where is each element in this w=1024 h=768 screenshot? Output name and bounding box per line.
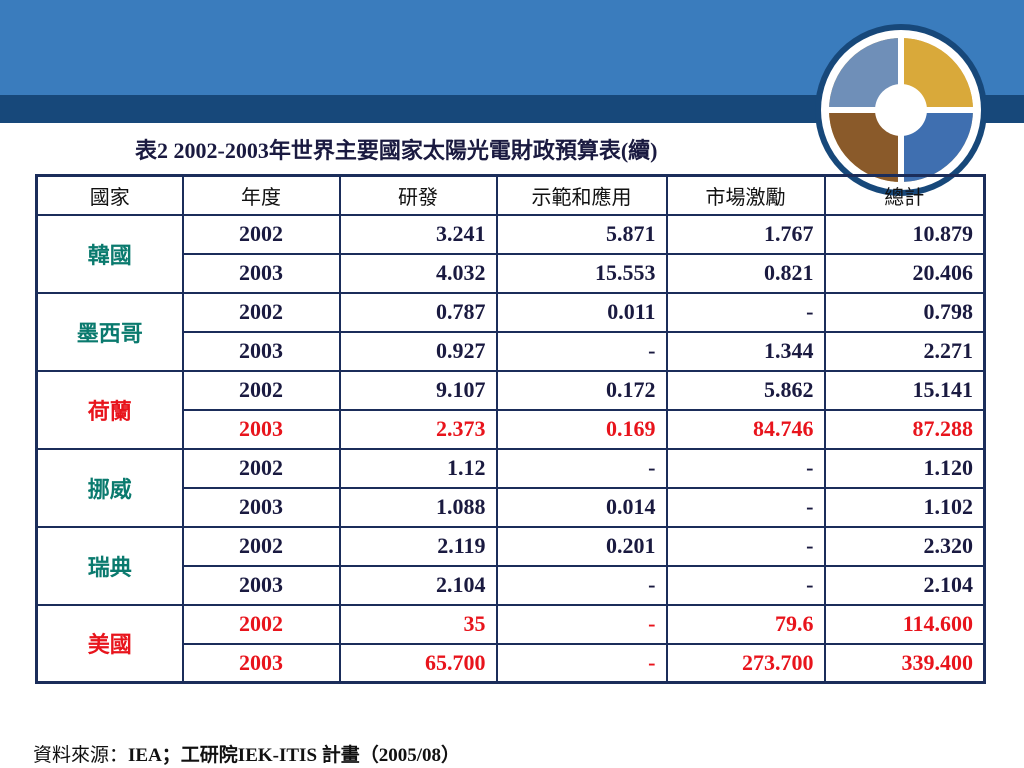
- total-cell: 339.400: [823, 642, 986, 684]
- market-cell: 5.862: [665, 369, 826, 411]
- total-cell: 0.798: [823, 291, 986, 333]
- table-row: 2003 0.927-1.344 2.271: [37, 330, 986, 372]
- rd-cell: 9.107: [338, 369, 498, 411]
- market-cell: 79.6: [665, 603, 826, 645]
- market-cell: -: [665, 447, 826, 489]
- rd-cell: 2.104: [338, 564, 498, 606]
- total-cell: 87.288: [823, 408, 986, 450]
- demo-cell: -: [495, 564, 668, 606]
- year-cell: 2003: [181, 486, 341, 528]
- market-cell: 273.700: [665, 642, 826, 684]
- rd-cell: 1.12: [338, 447, 498, 489]
- header-total: 總計: [823, 174, 986, 216]
- rd-cell: 35: [338, 603, 498, 645]
- demo-cell: -: [495, 447, 668, 489]
- market-cell: -: [665, 291, 826, 333]
- table-row: 2003 65.700-273.700 339.400: [37, 642, 986, 684]
- demo-cell: 0.169: [495, 408, 668, 450]
- rd-cell: 4.032: [338, 252, 498, 294]
- table-row: 2003 2.104- -2.104: [37, 564, 986, 606]
- budget-table: 國家 年度 研發 示範和應用 市場激勵 總計 韓國 2002 3.241 5.871 1…: [35, 174, 986, 684]
- country-cell: 韓國: [35, 213, 184, 294]
- year-cell: 2003: [181, 564, 341, 606]
- demo-cell: -: [495, 642, 668, 684]
- total-cell: 2.320: [823, 525, 986, 567]
- demo-cell: 0.201: [495, 525, 668, 567]
- year-cell: 2002: [181, 213, 341, 255]
- header-market: 市場激勵: [665, 174, 826, 216]
- year-cell: 2002: [181, 525, 341, 567]
- market-cell: -: [665, 486, 826, 528]
- rd-cell: 1.088: [338, 486, 498, 528]
- table-row: 2003 2.373 0.169 84.746 87.288: [37, 408, 986, 450]
- year-cell: 2003: [181, 330, 341, 372]
- demo-cell: -: [495, 330, 668, 372]
- header-demo: 示範和應用: [495, 174, 668, 216]
- rd-cell: 2.373: [338, 408, 498, 450]
- slide-title: 表2 2002-2003年世界主要國家太陽光電財政預算表(續): [135, 138, 658, 163]
- country-cell: 瑞典: [35, 525, 184, 606]
- country-cell: 美國: [35, 603, 184, 684]
- total-cell: 15.141: [823, 369, 986, 411]
- table-row: 2003 4.032 15.553 0.821 20.406: [37, 252, 986, 294]
- table-row: 2003 1.088 0.014-1.102: [37, 486, 986, 528]
- demo-cell: -: [495, 603, 668, 645]
- table-header-row: 國家 年度 研發 示範和應用 市場激勵 總計: [35, 174, 986, 216]
- total-cell: 10.879: [823, 213, 986, 255]
- market-cell: -: [665, 564, 826, 606]
- header-rd: 研發: [338, 174, 498, 216]
- rd-cell: 65.700: [338, 642, 498, 684]
- demo-cell: 0.014: [495, 486, 668, 528]
- total-cell: 2.104: [823, 564, 986, 606]
- header-country: 國家: [35, 174, 184, 216]
- decorative-circle-logo: [815, 24, 987, 196]
- source-note: 資料來源：IEA；工研院IEK-ITIS 計畫（2005/08）: [33, 740, 460, 767]
- header-year: 年度: [181, 174, 341, 216]
- year-cell: 2002: [181, 291, 341, 333]
- rd-cell: 2.119: [338, 525, 498, 567]
- market-cell: -: [665, 525, 826, 567]
- table-body: 韓國 2002 3.241 5.871 1.767 10.879 2003 4.032 15.5…: [35, 213, 986, 684]
- year-cell: 2003: [181, 252, 341, 294]
- total-cell: 1.120: [823, 447, 986, 489]
- table-row: 挪威 2002 1.12- -1.120: [35, 447, 986, 528]
- country-cell: 墨西哥: [35, 291, 184, 372]
- rd-cell: 0.787: [338, 291, 498, 333]
- table-row: 瑞典 2002 2.119 0.201-2.320: [35, 525, 986, 606]
- demo-cell: 0.172: [495, 369, 668, 411]
- market-cell: 0.821: [665, 252, 826, 294]
- table-row: 墨西哥 2002 0.787 0.011-0.798: [35, 291, 986, 372]
- table-row: 荷蘭 2002 9.107 0.172 5.862 15.141: [35, 369, 986, 450]
- rd-cell: 0.927: [338, 330, 498, 372]
- market-cell: 1.344: [665, 330, 826, 372]
- source-prefix: 資料來源：: [33, 744, 129, 766]
- demo-cell: 15.553: [495, 252, 668, 294]
- country-cell: 挪威: [35, 447, 184, 528]
- total-cell: 2.271: [823, 330, 986, 372]
- demo-cell: 0.011: [495, 291, 668, 333]
- year-cell: 2003: [181, 642, 341, 684]
- year-cell: 2002: [181, 447, 341, 489]
- year-cell: 2002: [181, 603, 341, 645]
- total-cell: 20.406: [823, 252, 986, 294]
- country-cell: 荷蘭: [35, 369, 184, 450]
- market-cell: 1.767: [665, 213, 826, 255]
- year-cell: 2002: [181, 369, 341, 411]
- year-cell: 2003: [181, 408, 341, 450]
- rd-cell: 3.241: [338, 213, 498, 255]
- table-row: 美國 2002 35-79.6 114.600: [35, 603, 986, 684]
- total-cell: 114.600: [823, 603, 986, 645]
- table-row: 韓國 2002 3.241 5.871 1.767 10.879: [35, 213, 986, 294]
- source-text: IEA；工研院IEK-ITIS 計畫（2005/08）: [128, 745, 461, 766]
- demo-cell: 5.871: [495, 213, 668, 255]
- market-cell: 84.746: [665, 408, 826, 450]
- total-cell: 1.102: [823, 486, 986, 528]
